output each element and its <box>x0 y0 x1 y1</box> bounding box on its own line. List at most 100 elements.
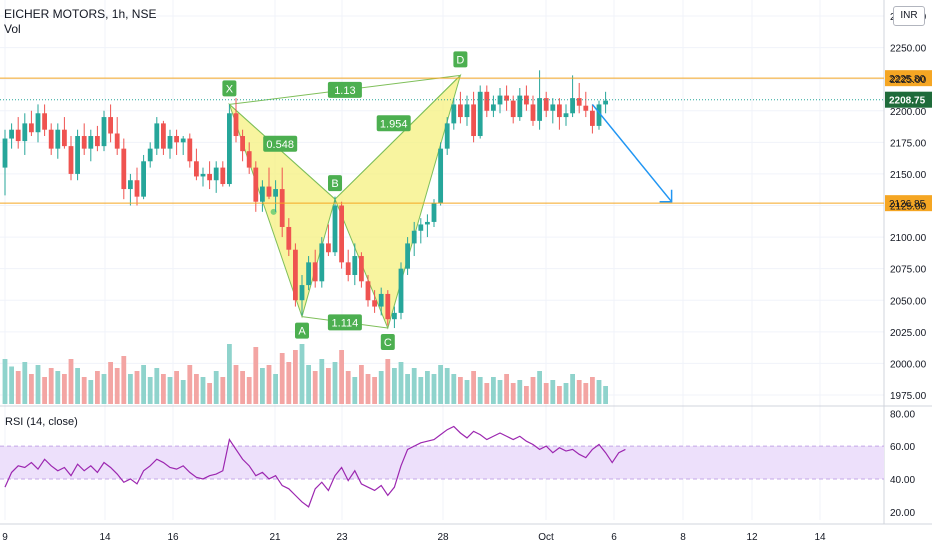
candle-body <box>246 151 252 168</box>
candle-body <box>372 300 377 307</box>
candle-body <box>524 95 529 105</box>
volume-bar <box>583 383 589 404</box>
volume-bar <box>557 386 562 404</box>
pattern-point-d: D <box>453 51 468 68</box>
date-tick-label: 6 <box>611 532 617 543</box>
volume-bar <box>108 362 113 404</box>
volume-bar <box>332 362 338 404</box>
volume-bar <box>352 377 358 404</box>
candles <box>2 70 608 329</box>
symbol-title[interactable]: EICHER MOTORS, 1h, NSE <box>4 7 157 21</box>
volume-label: Vol <box>4 22 21 36</box>
price-levels[interactable]: 2225.80 2126.85 2208.75 <box>0 70 932 212</box>
level-badge <box>885 70 932 87</box>
candle-body <box>121 148 127 190</box>
candle-body <box>180 138 186 143</box>
volume-bar <box>365 374 371 404</box>
candle-body <box>273 189 278 197</box>
currency-badge[interactable]: INR <box>893 6 925 26</box>
rsi-indicator: 20.00 40.00 60.00 80.00 <box>0 409 915 519</box>
volume-bar <box>372 377 377 404</box>
pattern-point-d-bg <box>453 51 468 68</box>
volume-bar <box>180 380 186 404</box>
ratio-label: 1.954 <box>376 115 411 132</box>
volume-bar <box>15 371 21 404</box>
volume-bar <box>134 371 140 404</box>
candle-body <box>444 123 450 149</box>
candle-body <box>9 129 14 139</box>
ratio-label-text: 1.13 <box>334 85 355 97</box>
volume-bar <box>22 362 28 404</box>
volume-bar <box>438 365 443 404</box>
volume-bar <box>477 377 483 404</box>
volume-bar <box>88 380 94 404</box>
candle-body <box>431 202 437 222</box>
candle-body <box>563 113 569 118</box>
ratio-label-bg <box>327 314 362 331</box>
volume-bar <box>62 374 67 404</box>
candle-body <box>167 136 173 149</box>
volume-bar <box>154 368 160 404</box>
volume-bar <box>101 374 107 404</box>
price-tick-label: 2200.00 <box>890 107 927 118</box>
date-tick-label: 28 <box>437 532 449 543</box>
volume-bar <box>603 386 608 404</box>
candle-body <box>213 167 219 181</box>
volume-bar <box>345 371 351 404</box>
candle-body <box>596 104 602 126</box>
volume-bar <box>220 377 226 404</box>
volume-bar <box>279 353 285 404</box>
date-tick-label: 14 <box>99 532 111 543</box>
date-tick-label: 12 <box>746 532 758 543</box>
pattern-point-b-text: B <box>331 178 338 190</box>
price-tick-label: 2250.00 <box>890 44 927 55</box>
volume-bar <box>233 365 239 404</box>
volume-bar <box>187 365 193 404</box>
projection-arrow-head <box>659 189 673 203</box>
candle-body <box>510 100 516 118</box>
volume-bar <box>504 374 509 404</box>
volume-bar <box>576 380 582 404</box>
volume-bar <box>563 383 569 404</box>
candle-body <box>365 281 371 301</box>
date-tick-label: Oct <box>538 532 554 543</box>
volume-bar <box>174 371 179 404</box>
price-tick-label: 1975.00 <box>890 391 927 402</box>
date-tick-label: 9 <box>2 532 8 543</box>
candle-body <box>458 104 463 118</box>
candle-body <box>279 189 285 227</box>
volume-bar <box>68 359 74 404</box>
candle-body <box>240 136 245 152</box>
candle-body <box>114 133 120 149</box>
volume-bar <box>194 374 199 404</box>
candle-body <box>537 98 542 121</box>
volume-bar <box>48 368 54 404</box>
candle-body <box>253 167 259 202</box>
volume-bar <box>411 368 417 404</box>
candle-body <box>405 243 410 269</box>
candle-body <box>339 205 344 263</box>
volume-bar <box>240 371 245 404</box>
candle-body <box>491 104 496 111</box>
candle-body <box>477 91 483 137</box>
rsi-tick-label: 40.00 <box>890 475 915 486</box>
volume-bar <box>42 377 47 404</box>
pattern-point-a-bg <box>295 322 309 339</box>
pattern-leg <box>334 75 461 200</box>
pattern-point-b-bg <box>328 175 342 192</box>
candle-body <box>227 113 232 185</box>
pattern-labels[interactable]: X A B C D 0.548 1.13 1.954 1.114 <box>222 51 468 351</box>
pattern-point-c-bg <box>380 334 395 351</box>
volume-bar <box>147 377 153 404</box>
axes: 1975.00 2000.00 2025.00 2050.00 2075.00 2100.… <box>2 12 926 543</box>
volume-bar <box>29 374 34 404</box>
candle-body <box>418 224 424 231</box>
volume-bar <box>405 374 410 404</box>
candle-body <box>326 243 331 253</box>
candle-body <box>29 123 34 133</box>
candle-body <box>530 104 536 121</box>
price-tick-label: 2125.00 <box>890 202 927 213</box>
volume-bar <box>260 368 265 404</box>
candle-body <box>398 268 404 313</box>
